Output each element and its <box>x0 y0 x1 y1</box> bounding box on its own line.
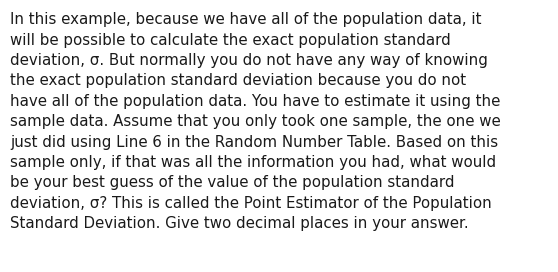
Text: In this example, because we have all of the population data, it
will be possible: In this example, because we have all of … <box>10 12 501 231</box>
